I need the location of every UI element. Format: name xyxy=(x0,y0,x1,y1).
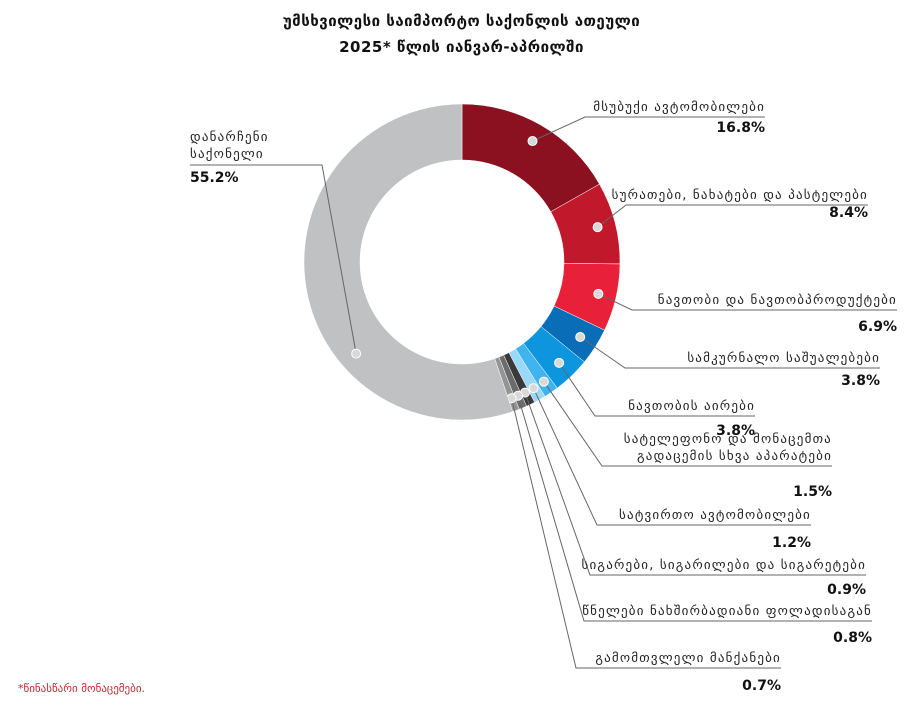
chart-title: უმსხვილესი საიმპორტო საქონლის ათეული xyxy=(282,12,641,30)
slice-label: მსუბუქი ავტომობილები xyxy=(593,100,765,115)
leader-dot xyxy=(527,136,538,147)
leader-dot xyxy=(592,222,603,233)
slice-label: სურათები, ნახატები და პასტელები xyxy=(612,188,868,203)
leader-line xyxy=(532,387,811,526)
slice-label: სატვირთო ავტომობილები xyxy=(619,508,811,523)
chart-subtitle: 2025* წლის იანვარ-აპრილში xyxy=(339,38,584,56)
leader-line xyxy=(511,398,781,669)
leader-line xyxy=(558,362,755,417)
leader-line xyxy=(597,204,868,228)
slice-value-label: 8.4% xyxy=(829,205,868,221)
slice-label: სამკურნალო საშუალებები xyxy=(687,351,880,366)
donut-slice xyxy=(303,103,514,421)
slice-value-label: 3.8% xyxy=(841,373,880,389)
leader-line xyxy=(579,336,880,369)
slice-value-label: 16.8% xyxy=(716,120,765,136)
slice-label: ნავთობი და ნავთობპროდუქტები xyxy=(658,293,897,308)
leader-line xyxy=(190,164,357,354)
footnote: *წინასწარი მონაცემები. xyxy=(18,682,146,695)
leader-line xyxy=(524,392,866,576)
slice-label: დანარჩენი xyxy=(190,130,269,145)
leader-line xyxy=(543,381,832,467)
slice-label: გამომთვლელი მანქანები xyxy=(595,651,781,666)
slice-value-label: 3.8% xyxy=(716,423,755,439)
slice-value-label: 0.8% xyxy=(833,630,872,646)
slice-label: სიგარები, სიგარილები და სიგარეტები xyxy=(582,558,866,573)
leader-line xyxy=(598,293,897,311)
slice-value-label: 1.5% xyxy=(793,484,832,500)
leader-dot xyxy=(575,332,586,343)
slice-value-label: 1.2% xyxy=(772,535,811,551)
leader-dot xyxy=(528,383,539,394)
slice-value-label: 55.2% xyxy=(190,170,239,186)
slice-label: საქონელი xyxy=(190,147,264,162)
leader-dot xyxy=(538,376,549,387)
slice-value-label: 6.9% xyxy=(858,319,897,335)
leader-line xyxy=(532,116,765,142)
leader-line xyxy=(517,395,872,622)
slice-label: ნავთობის აირები xyxy=(628,399,755,414)
leader-dot xyxy=(593,288,604,299)
slice-label: გადაცემის სხვა აპარატები xyxy=(637,449,832,464)
slice-label: სატელეფონო და მონაცემთა xyxy=(624,432,832,447)
slice-value-label: 0.9% xyxy=(827,582,866,598)
leader-dot xyxy=(554,357,565,368)
slice-value-label: 0.7% xyxy=(742,678,781,694)
leader-dot xyxy=(351,348,362,359)
slice-label: წნელები ნახშირბადიანი ფოლადისაგან xyxy=(582,604,872,619)
